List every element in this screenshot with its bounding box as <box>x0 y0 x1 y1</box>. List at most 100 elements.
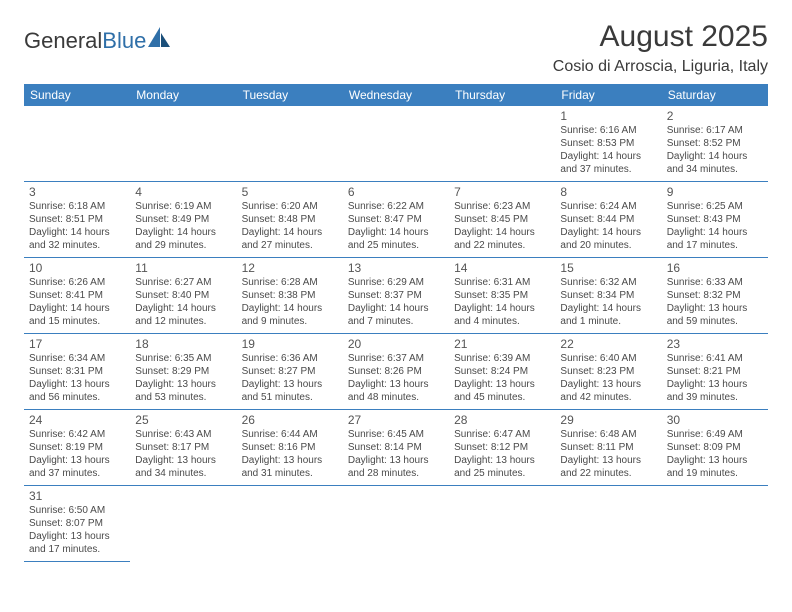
calendar-cell: 26Sunrise: 6:44 AMSunset: 8:16 PMDayligh… <box>237 410 343 486</box>
day-number: 15 <box>560 261 656 275</box>
day-number: 19 <box>242 337 338 351</box>
calendar-cell: 22Sunrise: 6:40 AMSunset: 8:23 PMDayligh… <box>555 334 661 410</box>
day-info: Sunrise: 6:22 AMSunset: 8:47 PMDaylight:… <box>348 200 444 252</box>
calendar-cell: 18Sunrise: 6:35 AMSunset: 8:29 PMDayligh… <box>130 334 236 410</box>
calendar-cell: 31Sunrise: 6:50 AMSunset: 8:07 PMDayligh… <box>24 486 130 562</box>
calendar-cell: 9Sunrise: 6:25 AMSunset: 8:43 PMDaylight… <box>662 182 768 258</box>
day-number: 7 <box>454 185 550 199</box>
day-info: Sunrise: 6:49 AMSunset: 8:09 PMDaylight:… <box>667 428 763 480</box>
calendar-cell: 5Sunrise: 6:20 AMSunset: 8:48 PMDaylight… <box>237 182 343 258</box>
day-number: 28 <box>454 413 550 427</box>
day-info: Sunrise: 6:25 AMSunset: 8:43 PMDaylight:… <box>667 200 763 252</box>
calendar-cell <box>343 486 449 562</box>
calendar-cell: 29Sunrise: 6:48 AMSunset: 8:11 PMDayligh… <box>555 410 661 486</box>
title-block: August 2025 Cosio di Arroscia, Liguria, … <box>553 20 768 76</box>
day-info: Sunrise: 6:20 AMSunset: 8:48 PMDaylight:… <box>242 200 338 252</box>
calendar-cell: 6Sunrise: 6:22 AMSunset: 8:47 PMDaylight… <box>343 182 449 258</box>
day-number: 13 <box>348 261 444 275</box>
calendar-cell: 12Sunrise: 6:28 AMSunset: 8:38 PMDayligh… <box>237 258 343 334</box>
calendar-cell: 24Sunrise: 6:42 AMSunset: 8:19 PMDayligh… <box>24 410 130 486</box>
day-number: 14 <box>454 261 550 275</box>
calendar-cell: 30Sunrise: 6:49 AMSunset: 8:09 PMDayligh… <box>662 410 768 486</box>
calendar-cell: 16Sunrise: 6:33 AMSunset: 8:32 PMDayligh… <box>662 258 768 334</box>
calendar-cell: 14Sunrise: 6:31 AMSunset: 8:35 PMDayligh… <box>449 258 555 334</box>
day-number: 8 <box>560 185 656 199</box>
weekday-header: Thursday <box>449 84 555 106</box>
calendar-cell <box>343 106 449 182</box>
day-info: Sunrise: 6:32 AMSunset: 8:34 PMDaylight:… <box>560 276 656 328</box>
day-info: Sunrise: 6:44 AMSunset: 8:16 PMDaylight:… <box>242 428 338 480</box>
day-number: 10 <box>29 261 125 275</box>
weekday-header: Tuesday <box>237 84 343 106</box>
day-info: Sunrise: 6:28 AMSunset: 8:38 PMDaylight:… <box>242 276 338 328</box>
calendar-cell: 3Sunrise: 6:18 AMSunset: 8:51 PMDaylight… <box>24 182 130 258</box>
calendar-cell <box>449 486 555 562</box>
calendar-cell: 1Sunrise: 6:16 AMSunset: 8:53 PMDaylight… <box>555 106 661 182</box>
calendar-cell: 27Sunrise: 6:45 AMSunset: 8:14 PMDayligh… <box>343 410 449 486</box>
brand-text: GeneralBlue <box>24 28 146 54</box>
month-title: August 2025 <box>553 20 768 54</box>
day-info: Sunrise: 6:36 AMSunset: 8:27 PMDaylight:… <box>242 352 338 404</box>
location-label: Cosio di Arroscia, Liguria, Italy <box>553 58 768 76</box>
calendar-cell: 13Sunrise: 6:29 AMSunset: 8:37 PMDayligh… <box>343 258 449 334</box>
day-number: 17 <box>29 337 125 351</box>
day-info: Sunrise: 6:27 AMSunset: 8:40 PMDaylight:… <box>135 276 231 328</box>
day-number: 6 <box>348 185 444 199</box>
day-info: Sunrise: 6:26 AMSunset: 8:41 PMDaylight:… <box>29 276 125 328</box>
day-number: 1 <box>560 109 656 123</box>
weekday-header: Wednesday <box>343 84 449 106</box>
day-number: 11 <box>135 261 231 275</box>
brand-logo: GeneralBlue <box>24 28 172 54</box>
day-info: Sunrise: 6:19 AMSunset: 8:49 PMDaylight:… <box>135 200 231 252</box>
day-number: 30 <box>667 413 763 427</box>
calendar-cell: 8Sunrise: 6:24 AMSunset: 8:44 PMDaylight… <box>555 182 661 258</box>
day-info: Sunrise: 6:16 AMSunset: 8:53 PMDaylight:… <box>560 124 656 176</box>
day-info: Sunrise: 6:37 AMSunset: 8:26 PMDaylight:… <box>348 352 444 404</box>
day-number: 25 <box>135 413 231 427</box>
day-number: 27 <box>348 413 444 427</box>
weekday-header: Friday <box>555 84 661 106</box>
calendar-cell: 15Sunrise: 6:32 AMSunset: 8:34 PMDayligh… <box>555 258 661 334</box>
day-number: 4 <box>135 185 231 199</box>
day-number: 5 <box>242 185 338 199</box>
day-number: 22 <box>560 337 656 351</box>
day-info: Sunrise: 6:23 AMSunset: 8:45 PMDaylight:… <box>454 200 550 252</box>
calendar-cell: 4Sunrise: 6:19 AMSunset: 8:49 PMDaylight… <box>130 182 236 258</box>
calendar-cell <box>237 486 343 562</box>
calendar-cell <box>130 106 236 182</box>
brand-name-1: General <box>24 28 102 53</box>
weekday-header: Sunday <box>24 84 130 106</box>
calendar-cell <box>555 486 661 562</box>
calendar-cell: 11Sunrise: 6:27 AMSunset: 8:40 PMDayligh… <box>130 258 236 334</box>
calendar-cell <box>130 486 236 562</box>
day-number: 20 <box>348 337 444 351</box>
day-info: Sunrise: 6:47 AMSunset: 8:12 PMDaylight:… <box>454 428 550 480</box>
calendar-cell: 2Sunrise: 6:17 AMSunset: 8:52 PMDaylight… <box>662 106 768 182</box>
header: GeneralBlue August 2025 Cosio di Arrosci… <box>24 20 768 76</box>
calendar-cell: 17Sunrise: 6:34 AMSunset: 8:31 PMDayligh… <box>24 334 130 410</box>
brand-sail-icon <box>146 25 172 45</box>
calendar-table: SundayMondayTuesdayWednesdayThursdayFrid… <box>24 84 768 562</box>
calendar-cell <box>449 106 555 182</box>
calendar-cell: 7Sunrise: 6:23 AMSunset: 8:45 PMDaylight… <box>449 182 555 258</box>
day-info: Sunrise: 6:31 AMSunset: 8:35 PMDaylight:… <box>454 276 550 328</box>
day-info: Sunrise: 6:33 AMSunset: 8:32 PMDaylight:… <box>667 276 763 328</box>
calendar-cell: 10Sunrise: 6:26 AMSunset: 8:41 PMDayligh… <box>24 258 130 334</box>
day-number: 12 <box>242 261 338 275</box>
day-number: 16 <box>667 261 763 275</box>
day-number: 26 <box>242 413 338 427</box>
day-info: Sunrise: 6:29 AMSunset: 8:37 PMDaylight:… <box>348 276 444 328</box>
calendar-cell <box>662 486 768 562</box>
day-info: Sunrise: 6:18 AMSunset: 8:51 PMDaylight:… <box>29 200 125 252</box>
day-number: 2 <box>667 109 763 123</box>
day-number: 3 <box>29 185 125 199</box>
day-number: 18 <box>135 337 231 351</box>
weekday-header: Saturday <box>662 84 768 106</box>
day-number: 9 <box>667 185 763 199</box>
calendar-cell <box>24 106 130 182</box>
day-number: 21 <box>454 337 550 351</box>
calendar-cell: 23Sunrise: 6:41 AMSunset: 8:21 PMDayligh… <box>662 334 768 410</box>
day-info: Sunrise: 6:34 AMSunset: 8:31 PMDaylight:… <box>29 352 125 404</box>
day-info: Sunrise: 6:50 AMSunset: 8:07 PMDaylight:… <box>29 504 125 556</box>
calendar-cell: 25Sunrise: 6:43 AMSunset: 8:17 PMDayligh… <box>130 410 236 486</box>
